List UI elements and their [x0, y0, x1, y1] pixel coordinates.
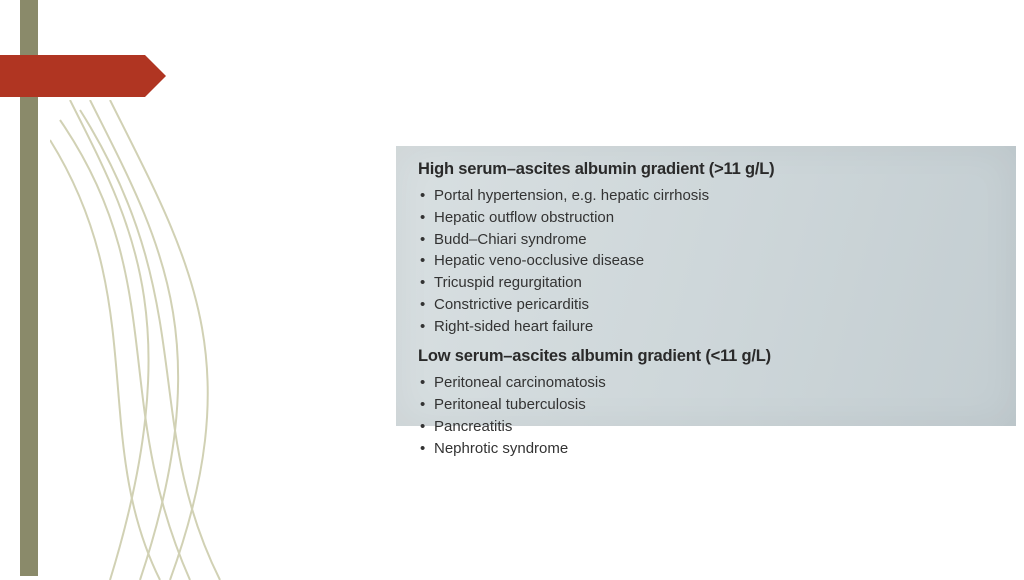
list-item: Tricuspid regurgitation — [418, 272, 994, 294]
textbook-excerpt: High serum–ascites albumin gradient (>11… — [396, 146, 1016, 426]
list-item: Nephrotic syndrome — [418, 438, 994, 460]
section-heading-high-saag: High serum–ascites albumin gradient (>11… — [418, 160, 994, 179]
list-item: Portal hypertension, e.g. hepatic cirrho… — [418, 185, 994, 207]
list-item: Peritoneal tuberculosis — [418, 394, 994, 416]
list-item: Peritoneal carcinomatosis — [418, 372, 994, 394]
low-saag-list: Peritoneal carcinomatosis Peritoneal tub… — [418, 372, 994, 459]
title-arrow-shape — [0, 55, 145, 97]
section-heading-low-saag: Low serum–ascites albumin gradient (<11 … — [418, 347, 994, 366]
list-item: Right-sided heart failure — [418, 316, 994, 338]
list-item: Pancreatitis — [418, 416, 994, 438]
list-item: Constrictive pericarditis — [418, 294, 994, 316]
list-item: Budd–Chiari syndrome — [418, 229, 994, 251]
list-item: Hepatic veno-occlusive disease — [418, 250, 994, 272]
decorative-swoosh — [50, 100, 310, 580]
list-item: Hepatic outflow obstruction — [418, 207, 994, 229]
high-saag-list: Portal hypertension, e.g. hepatic cirrho… — [418, 185, 994, 337]
